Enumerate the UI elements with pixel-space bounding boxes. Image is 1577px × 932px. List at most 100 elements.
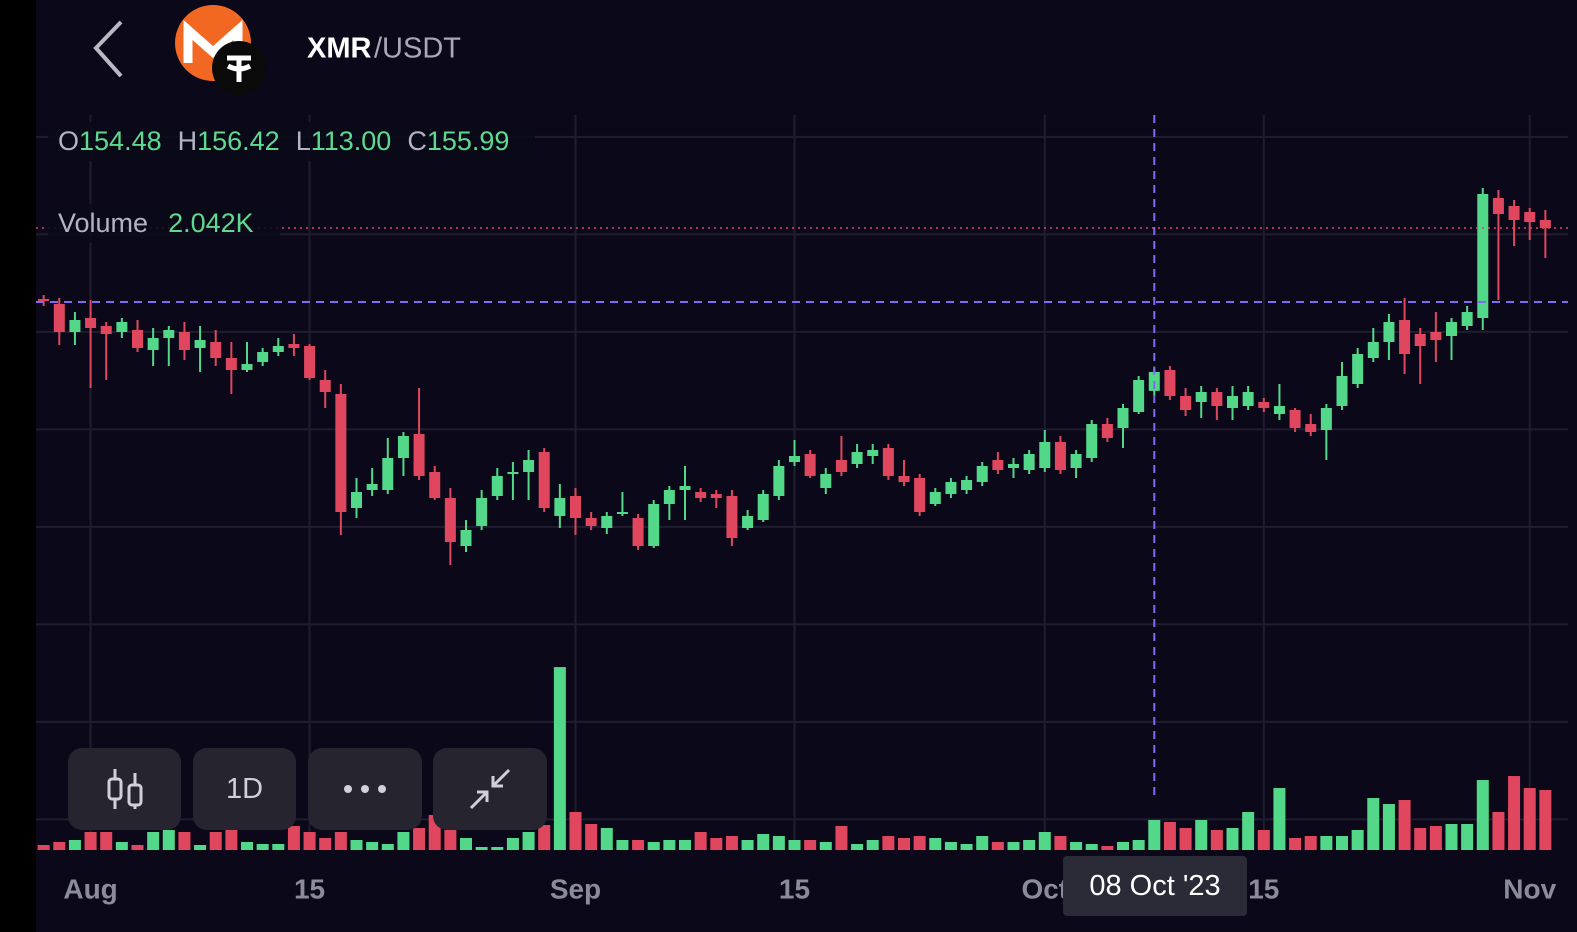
volume-bar — [1023, 840, 1036, 850]
candle-body — [304, 346, 316, 378]
candle-body — [1227, 396, 1238, 408]
volume-bar — [1367, 798, 1380, 850]
volume-bar — [131, 845, 144, 850]
volume-bar — [679, 840, 691, 850]
x-tick-label: 15 — [779, 873, 810, 904]
candle-body — [319, 380, 331, 392]
candle-body — [601, 516, 613, 528]
volume-bar — [1382, 804, 1395, 850]
candle-body — [272, 346, 284, 352]
ohlc-key: L — [295, 126, 311, 156]
candle-body — [85, 318, 97, 328]
volume-bar — [1101, 846, 1114, 850]
more-button[interactable] — [308, 748, 422, 830]
x-tick-label: Nov — [1503, 873, 1556, 904]
candle-body — [69, 320, 81, 332]
ohlc-value: 113.00 — [310, 126, 392, 156]
volume-bar — [1054, 836, 1067, 850]
candle-body — [1180, 396, 1192, 410]
volume-bar — [898, 838, 910, 850]
candle-body — [1367, 342, 1379, 358]
volume-bar — [84, 832, 97, 850]
candle-body — [882, 448, 894, 476]
volume-bar — [757, 834, 770, 850]
candle-body — [444, 498, 456, 542]
candle-body — [178, 332, 190, 350]
volume-bar — [1445, 824, 1458, 850]
candle-body — [898, 476, 910, 482]
ohlc-value: 155.99 — [426, 126, 510, 156]
volume-bar — [147, 832, 160, 850]
x-tick-label: Sep — [550, 873, 601, 904]
chart-type-button[interactable] — [68, 748, 181, 830]
candle-body — [288, 344, 300, 348]
volume-bar — [1226, 828, 1239, 850]
candle-body — [1508, 206, 1520, 220]
collapse-button[interactable] — [433, 748, 547, 830]
volume-bar — [1257, 830, 1270, 850]
x-tick-label: Aug — [63, 873, 117, 904]
candle-body — [1399, 320, 1411, 354]
volume-bar — [1492, 812, 1505, 850]
volume-bar — [413, 828, 426, 850]
candle-body — [570, 496, 581, 518]
pair-quote: /USDT — [374, 33, 461, 65]
volume-bar — [1539, 790, 1552, 850]
candle-body — [241, 364, 253, 370]
volume-bar — [1117, 842, 1129, 850]
candle-body — [976, 466, 988, 482]
candle-body — [100, 326, 112, 334]
candle-body — [1133, 380, 1145, 412]
volume-bar — [663, 840, 676, 850]
candle-body — [116, 322, 128, 332]
volume-bar — [1148, 819, 1161, 850]
interval-label: 1D — [225, 772, 264, 805]
volume-bar — [991, 842, 1004, 850]
x-tick-label: 15 — [1248, 873, 1279, 904]
candle-body — [648, 504, 660, 546]
ohlc-key: H — [177, 126, 198, 156]
candle-body — [1461, 312, 1473, 326]
candle-body — [1086, 424, 1098, 458]
volume-bar — [1070, 842, 1083, 850]
candle-body — [1320, 408, 1332, 430]
candle-body — [945, 482, 957, 494]
volume-bar — [1304, 836, 1317, 850]
volume-bar — [1195, 820, 1208, 850]
candle-body — [663, 490, 675, 504]
volume-bar — [256, 844, 269, 850]
volume-bar — [1038, 832, 1051, 850]
candle-body — [1164, 370, 1176, 396]
volume-bar — [1242, 812, 1255, 850]
crosshair-date-text: 08 Oct '23 — [1089, 869, 1221, 902]
volume-bar — [1351, 830, 1364, 850]
ohlc-key: O — [58, 126, 80, 156]
volume-bar — [1523, 788, 1536, 850]
volume-bar — [491, 847, 504, 850]
volume-bar — [772, 836, 785, 850]
volume-bar — [1461, 824, 1474, 850]
candle-body — [1446, 322, 1457, 336]
volume-bar — [882, 836, 895, 850]
volume-bar — [287, 826, 300, 850]
volume-bar — [1476, 780, 1489, 850]
volume-legend: Volume 2.042K — [48, 204, 280, 243]
volume-bar — [381, 844, 394, 850]
interval-button[interactable]: 1D — [193, 748, 296, 830]
back-button[interactable] — [93, 20, 123, 78]
candle-body — [789, 456, 800, 462]
candle-body — [1054, 442, 1066, 470]
volume-bar — [272, 844, 285, 850]
volume-bar — [225, 825, 238, 850]
ohlc-value: 154.48 — [79, 126, 162, 156]
x-tick-label: Oct — [1021, 873, 1068, 904]
coin-logo-mark — [183, 20, 243, 63]
volume-bar — [1429, 826, 1442, 850]
candle-body — [820, 474, 832, 488]
ohlc-legend: O 154.48 H 156.42 L 113.00 C 155.99 — [48, 122, 536, 161]
candle-body — [1039, 442, 1051, 468]
candle-body — [1117, 408, 1129, 428]
volume-bar — [303, 832, 316, 850]
volume-bar — [178, 832, 191, 850]
